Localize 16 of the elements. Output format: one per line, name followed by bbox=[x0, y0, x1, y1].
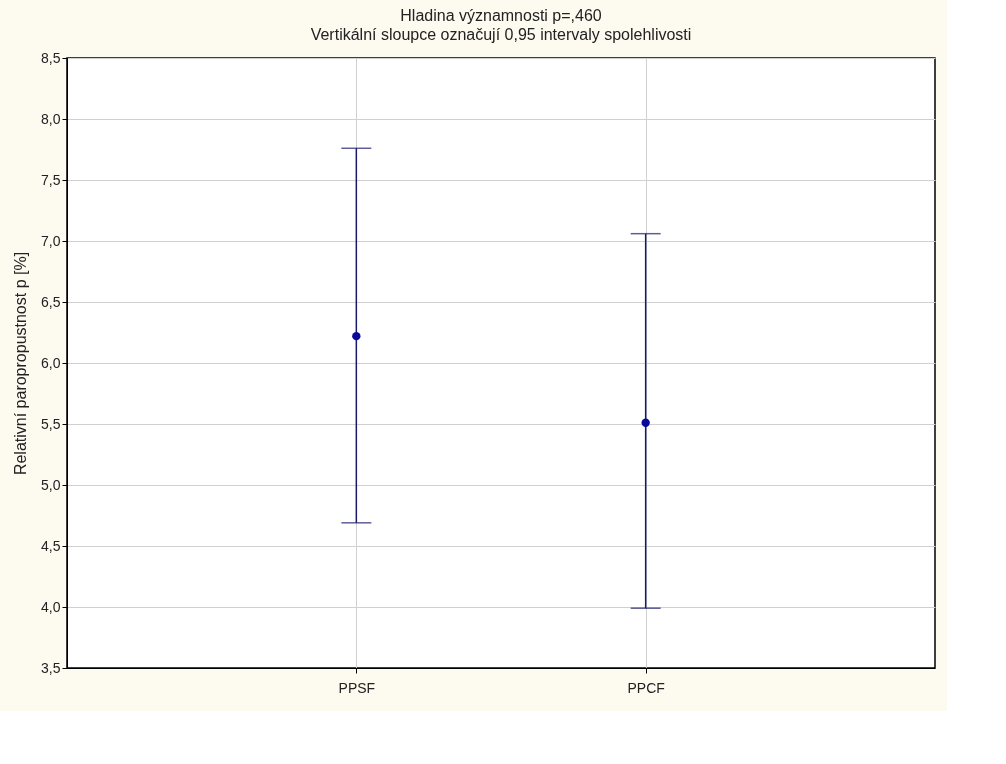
y-tick-label: 8,5 bbox=[41, 49, 61, 66]
x-tick-label: PPSF bbox=[338, 679, 376, 696]
y-tick-label: 6,0 bbox=[41, 354, 61, 371]
y-tick-label: 3,5 bbox=[41, 659, 61, 676]
y-tick-label: 5,5 bbox=[41, 415, 61, 432]
y-tick-label: 7,0 bbox=[41, 232, 61, 249]
y-tick-label: 8,0 bbox=[41, 110, 61, 127]
y-tick-label: 7,5 bbox=[41, 171, 61, 188]
y-tick-label: 4,0 bbox=[41, 598, 61, 615]
x-tick-label: PPCF bbox=[627, 679, 665, 696]
y-tick-label: 4,5 bbox=[41, 537, 61, 554]
chart-subtitle: Vertikální sloupce označují 0,95 intervaly spolehlivosti bbox=[310, 26, 692, 43]
chart-title: Hladina významnosti p=,460 bbox=[400, 7, 602, 24]
y-tick-label: 5,0 bbox=[41, 476, 61, 493]
y-tick-label: 6,5 bbox=[41, 293, 61, 310]
y-axis-title: Relativní paropropustnost p [%] bbox=[12, 251, 30, 476]
